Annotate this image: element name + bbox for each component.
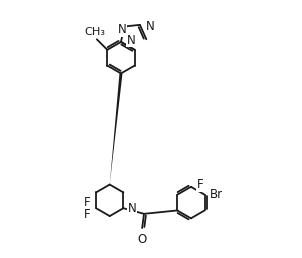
Text: N: N xyxy=(118,23,127,36)
Text: F: F xyxy=(197,178,203,191)
Text: O: O xyxy=(137,233,147,246)
Text: N: N xyxy=(128,202,137,215)
Text: Br: Br xyxy=(210,188,223,201)
Text: N: N xyxy=(146,20,154,33)
Text: F: F xyxy=(84,208,90,221)
Text: N: N xyxy=(127,34,135,46)
Polygon shape xyxy=(110,73,123,184)
Text: CH₃: CH₃ xyxy=(85,27,105,37)
Text: F: F xyxy=(84,196,90,209)
